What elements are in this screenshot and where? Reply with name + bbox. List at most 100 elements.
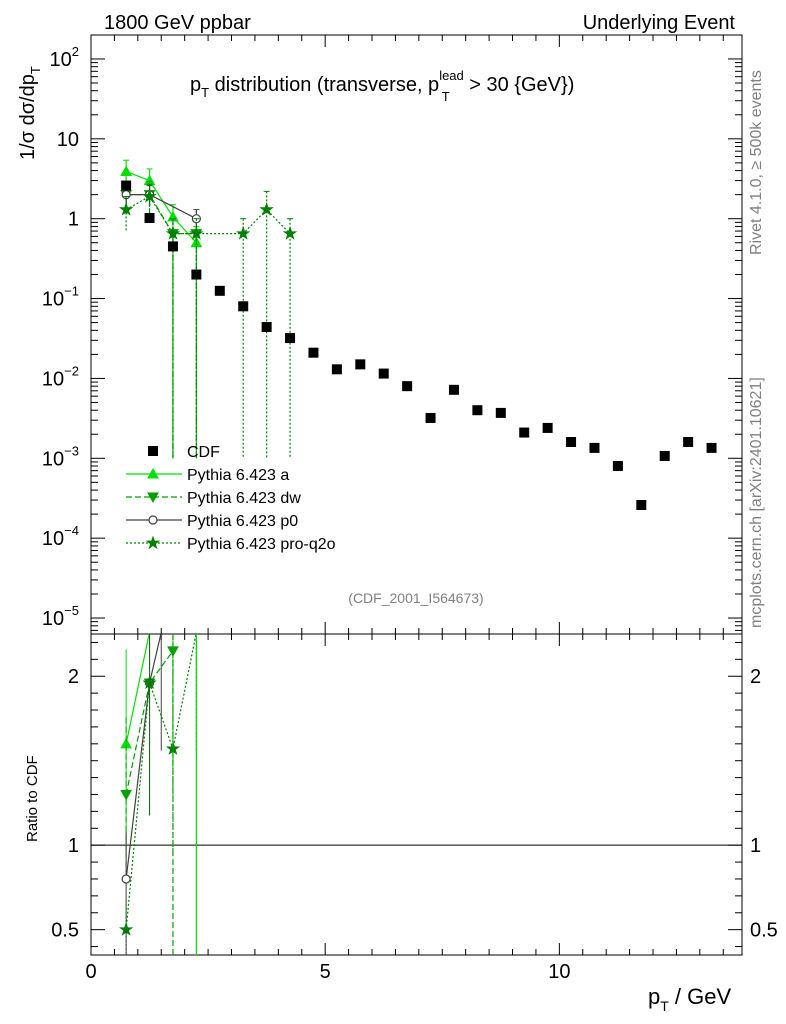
y-tick-label-exp: −2 [64,363,79,378]
y-tick-label-exp: −1 [64,284,79,299]
y-tick-label-exp: −5 [64,603,79,618]
y-tick-label-base: 10 [57,129,79,151]
y-tick-label-exp: −3 [64,443,79,458]
x-label: pT / GeV [648,984,731,1014]
y-tick-label-exp: 2 [72,44,79,59]
series-line-a [125,170,197,244]
point-cdf [589,442,600,453]
point-cdf [495,407,506,418]
point-pro [118,202,134,216]
y-label-ratio: Ratio to CDF [24,755,41,842]
ratio-y-tick-label-right: 0.5 [750,920,778,942]
x-label-sub: T [660,998,669,1014]
x-tick-label: 0 [85,961,96,983]
legend-marker-pro [145,535,161,550]
point-cdf [448,384,459,395]
legend-label-pro: Pythia 6.423 pro-q2o [187,536,336,553]
point-cdf [542,422,553,433]
ratio-line-p0 [125,634,162,880]
y-label-main-text: 1/σ dσ/dp [17,74,39,160]
y-tick-label-base: 1 [68,209,79,231]
x-label-p: p [648,984,660,1009]
legend-label-dw: Pythia 6.423 dw [187,490,301,507]
title-p: p [190,74,201,96]
x-tick-label: 10 [548,961,570,983]
legend-marker-p0 [148,515,158,525]
ratio-y-tick-label: 2 [68,666,79,688]
ratio-y-tick-label: 0.5 [51,920,79,942]
x-label-rest: / GeV [669,984,732,1009]
x-tick-label: 5 [320,961,331,983]
legend-entry-a: Pythia 6.423 a [126,467,289,484]
title-p-sub: T [201,85,209,100]
y-label-main-sub: T [28,66,43,74]
point-cdf [238,301,249,312]
point-pro [236,226,251,240]
legend-marker-dw [147,492,159,504]
point-cdf [167,241,178,252]
point-cdf [566,436,577,447]
y-tick-label: 102 [50,44,79,71]
ratio-point-dw [120,790,132,801]
y-tick-label-base: 10 [42,289,64,311]
y-tick-label-base: 10 [42,528,64,550]
point-cdf [706,442,717,453]
legend: CDF Pythia 6.423 a Pythia 6.423 dw Pythia 6… [126,444,336,553]
point-cdf [331,364,342,375]
legend-label-cdf: CDF [187,444,220,461]
legend-marker-cdf [148,446,158,456]
point-pro [282,226,298,240]
ratio-line-pro [125,634,197,930]
chart-title: pT distribution (transverse, plead T > 30… [190,68,574,104]
ratio-line-a [125,634,150,744]
ratio-y-tick-label: 1 [68,835,79,857]
point-cdf [683,436,694,447]
legend-entry-p0: Pythia 6.423 p0 [126,513,298,530]
point-cdf [659,450,670,461]
point-cdf [261,322,272,333]
point-pro [142,188,157,203]
point-cdf [191,269,202,280]
point-cdf [425,412,436,423]
point-cdf [144,213,155,224]
point-cdf [285,333,296,344]
title-mid: distribution (transverse, p [209,74,439,96]
point-cdf [378,368,389,379]
y-tick-label: 10−3 [42,443,79,470]
legend-entry-pro: Pythia 6.423 pro-q2o [126,535,336,553]
point-cdf [214,285,225,296]
y-tick-label: 1 [68,209,79,231]
legend-label-p0: Pythia 6.423 p0 [187,513,298,530]
title-sub2: T [442,89,450,104]
point-pro [259,202,274,216]
title-tail: > 30 {GeV}) [464,74,575,96]
legend-label-a: Pythia 6.423 a [187,467,289,484]
y-tick-label: 10−2 [42,363,79,390]
point-cdf [121,180,132,191]
point-cdf [612,461,623,472]
point-pro [165,226,181,240]
ratio-panel: 0 5 10 0.5 0.5 1 1 2 2 [51,633,778,983]
ratio-y-tick-label-right: 2 [750,666,761,688]
point-cdf [472,405,483,416]
mcplots-label: mcplots.cern.ch [arXiv:2401.10621] [748,377,765,628]
y-tick-label-exp: −4 [64,523,79,538]
ratio-point-pro [142,675,157,690]
y-tick-label: 10−4 [42,523,79,550]
header-right: Underlying Event [583,12,736,34]
point-cdf [355,359,366,370]
y-tick-label: 10 [57,129,79,151]
point-cdf [636,500,647,511]
header-left: 1800 GeV ppbar [104,12,251,34]
rivet-label: Rivet 4.1.0, ≥ 500k events [748,70,765,255]
ratio-y-tick-label-right: 1 [750,835,761,857]
point-cdf [402,381,413,392]
legend-entry-dw: Pythia 6.423 dw [126,490,301,507]
ratio-series [118,634,197,955]
y-tick-label-base: 10 [50,49,72,71]
y-tick-label-base: 10 [42,608,64,630]
legend-entry-cdf: CDF [148,444,220,461]
ratio-frame [90,633,743,956]
analysis-id: (CDF_2001_I564673) [348,590,483,606]
